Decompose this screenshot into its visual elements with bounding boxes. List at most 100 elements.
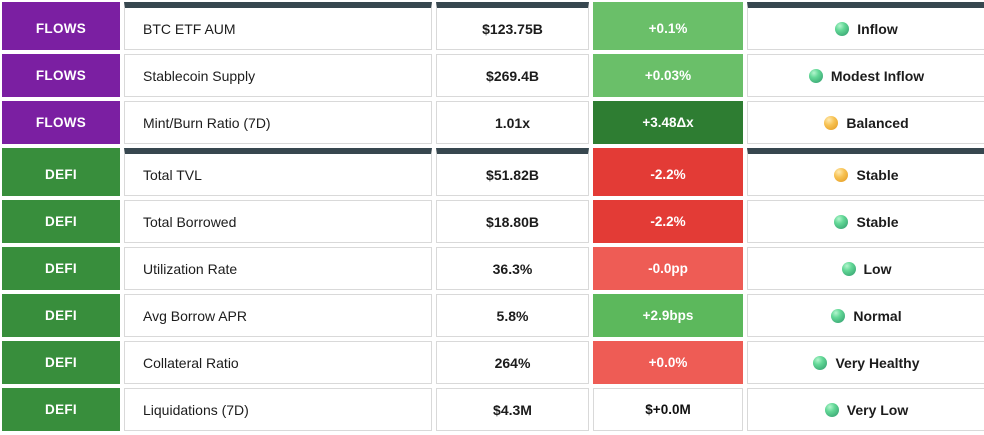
metric-value: 264% <box>436 341 589 384</box>
metric-value-text: $269.4B <box>486 67 539 84</box>
status-dot-green-icon <box>834 214 849 229</box>
metric-value: $4.3M <box>436 388 589 431</box>
metric-value: 36.3% <box>436 247 589 290</box>
metric-change: -2.2% <box>593 148 743 196</box>
metric-status-text: Low <box>863 260 892 277</box>
metric-label: Avg Borrow APR <box>124 294 432 337</box>
category-badge: FLOWS <box>2 2 120 50</box>
metric-status-text: Normal <box>853 307 902 324</box>
metric-value: $18.80B <box>436 200 589 243</box>
metric-value-text: 264% <box>494 354 531 371</box>
category-badge-label: DEFI <box>45 167 77 182</box>
metric-status: Very Healthy <box>747 341 984 384</box>
metric-change: +3.48Δx <box>593 101 743 144</box>
metric-change-text: +3.48Δx <box>642 115 694 130</box>
status-dot-green-icon <box>824 402 839 417</box>
category-badge: FLOWS <box>2 54 120 97</box>
category-badge-label: DEFI <box>45 308 77 323</box>
metric-label-text: Mint/Burn Ratio (7D) <box>143 114 271 131</box>
status-dot-yellow-icon <box>824 115 839 130</box>
metric-value: $269.4B <box>436 54 589 97</box>
metric-status: Normal <box>747 294 984 337</box>
metric-change: +2.9bps <box>593 294 743 337</box>
metric-label-text: Collateral Ratio <box>143 354 239 371</box>
metric-status: Modest Inflow <box>747 54 984 97</box>
metric-status: Stable <box>747 148 984 196</box>
metric-status-text: Balanced <box>846 114 909 131</box>
metric-label-text: Total Borrowed <box>143 213 237 230</box>
metric-change-text: -2.2% <box>650 167 686 182</box>
metric-status-text: Modest Inflow <box>830 67 925 84</box>
metric-label: Liquidations (7D) <box>124 388 432 431</box>
metric-label: Collateral Ratio <box>124 341 432 384</box>
category-badge: FLOWS <box>2 101 120 144</box>
category-badge: DEFI <box>2 148 120 196</box>
category-badge: DEFI <box>2 247 120 290</box>
status-dot-green-icon <box>831 308 846 323</box>
metric-change: -0.0pp <box>593 247 743 290</box>
category-badge: DEFI <box>2 341 120 384</box>
metric-change-text: -2.2% <box>650 214 686 229</box>
metric-change-text: -0.0pp <box>648 261 688 276</box>
metric-label-text: Avg Borrow APR <box>143 307 248 324</box>
metric-change: -2.2% <box>593 200 743 243</box>
category-badge: DEFI <box>2 294 120 337</box>
metric-value: $123.75B <box>436 2 589 50</box>
metric-label: BTC ETF AUM <box>124 2 432 50</box>
metric-label-text: Utilization Rate <box>143 260 238 277</box>
status-dot-green-icon <box>841 261 856 276</box>
metric-value-text: 1.01x <box>494 114 531 131</box>
category-badge-label: FLOWS <box>35 115 87 130</box>
metric-label: Mint/Burn Ratio (7D) <box>124 101 432 144</box>
category-badge-label: DEFI <box>45 355 77 370</box>
metric-change-text: +2.9bps <box>642 308 694 323</box>
metric-label-text: Total TVL <box>143 166 202 183</box>
metric-change: +0.0% <box>593 341 743 384</box>
metric-status: Inflow <box>747 2 984 50</box>
category-badge-label: FLOWS <box>35 21 87 36</box>
metric-status-text: Inflow <box>857 20 898 37</box>
category-badge-label: DEFI <box>45 214 77 229</box>
metric-value-text: 36.3% <box>492 260 533 277</box>
category-badge-label: DEFI <box>45 402 77 417</box>
metric-value: $51.82B <box>436 148 589 196</box>
metric-value-text: $4.3M <box>493 401 532 418</box>
metric-status-text: Stable <box>856 166 899 183</box>
category-badge: DEFI <box>2 388 120 431</box>
metric-status: Very Low <box>747 388 984 431</box>
metric-change: $+0.0M <box>593 388 743 431</box>
metric-label: Utilization Rate <box>124 247 432 290</box>
metric-label: Total Borrowed <box>124 200 432 243</box>
category-badge-label: DEFI <box>45 261 77 276</box>
status-dot-green-icon <box>835 21 850 36</box>
status-dot-yellow-icon <box>834 167 849 182</box>
category-badge-label: FLOWS <box>35 68 87 83</box>
metric-value-text: $18.80B <box>486 213 539 230</box>
metric-label-text: BTC ETF AUM <box>143 20 236 37</box>
metric-status: Stable <box>747 200 984 243</box>
metric-change-text: +0.03% <box>644 68 692 83</box>
metric-change-text: +0.1% <box>648 21 688 36</box>
metric-value: 1.01x <box>436 101 589 144</box>
metric-value-text: $123.75B <box>482 20 543 37</box>
metric-label-text: Liquidations (7D) <box>143 401 249 418</box>
metric-label-text: Stablecoin Supply <box>143 67 256 84</box>
metric-status: Low <box>747 247 984 290</box>
category-badge: DEFI <box>2 200 120 243</box>
metric-change-text: $+0.0M <box>645 402 691 417</box>
metric-value: 5.8% <box>436 294 589 337</box>
metric-change: +0.03% <box>593 54 743 97</box>
metric-value-text: 5.8% <box>496 307 529 324</box>
metric-status-text: Very Low <box>846 401 909 418</box>
metric-status-text: Stable <box>856 213 899 230</box>
metric-status: Balanced <box>747 101 984 144</box>
metric-label: Stablecoin Supply <box>124 54 432 97</box>
metric-label: Total TVL <box>124 148 432 196</box>
metric-status-text: Very Healthy <box>835 354 920 371</box>
status-dot-green-icon <box>808 68 823 83</box>
metric-value-text: $51.82B <box>486 166 539 183</box>
metric-change: +0.1% <box>593 2 743 50</box>
status-dot-green-icon <box>813 355 828 370</box>
metric-change-text: +0.0% <box>648 355 688 370</box>
